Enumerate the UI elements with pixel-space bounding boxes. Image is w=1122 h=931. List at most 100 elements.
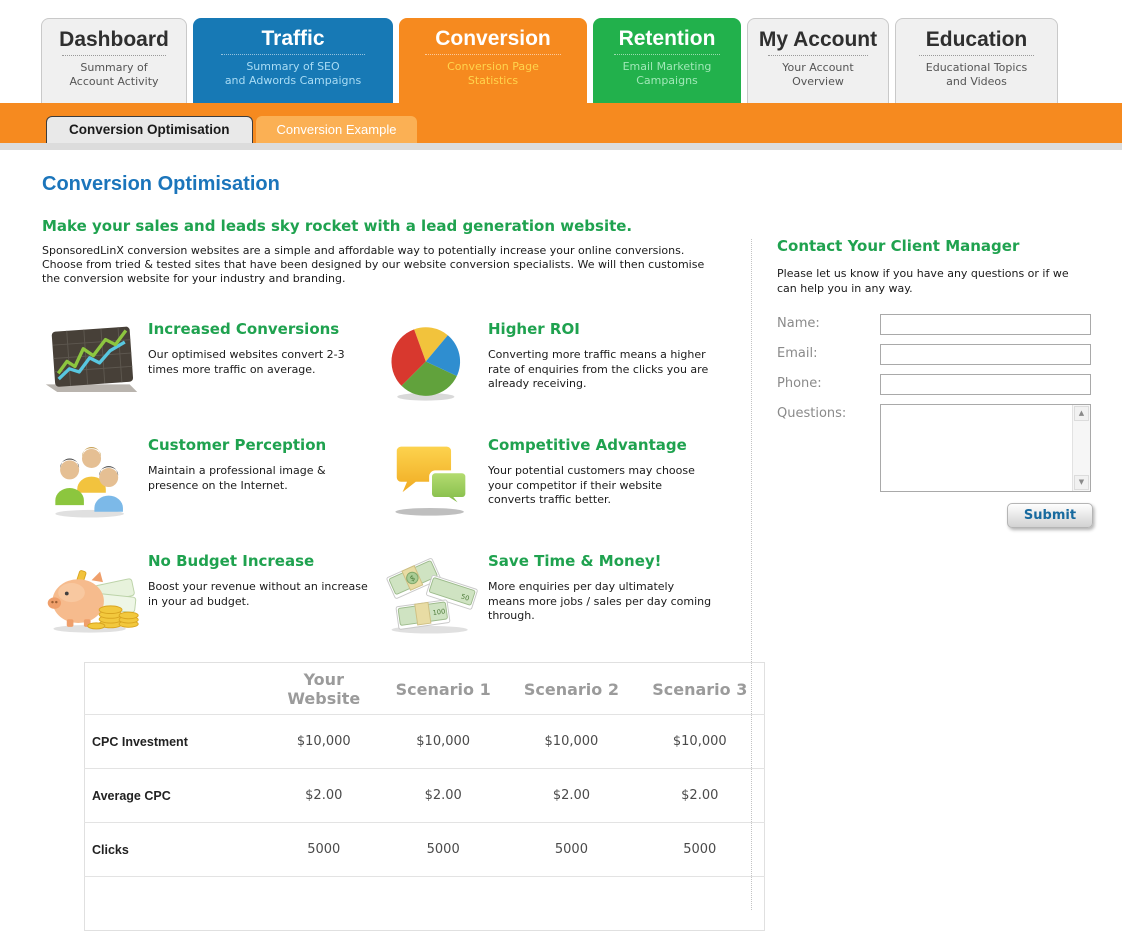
questions-field[interactable] [881,404,1072,491]
phone-label: Phone: [777,375,822,391]
table-cell: $2.00 [681,788,719,804]
questions-field-wrapper: ▲ ▼ [880,403,1091,492]
money-stacks-icon: $ 50 100 [386,558,478,634]
form-row-name: Name: [777,313,1093,335]
email-field[interactable] [880,343,1091,365]
row-label: CPC Investment [92,734,188,749]
email-label: Email: [777,345,818,361]
table-cell: $10,000 [296,734,351,750]
line-chart-icon [45,326,138,393]
page-title: Conversion Optimisation [42,173,280,195]
feature-increased-conversions: Increased Conversions Our optimised webs… [42,318,382,408]
tab-dashboard-subtitle: Summary of Account Activity [69,61,159,89]
intro-heading: Make your sales and leads sky rocket wit… [42,217,633,235]
form-row-phone: Phone: [777,373,1093,395]
subtab-conversion-example[interactable]: Conversion Example [256,116,417,143]
table-cell: 5000 [683,842,717,858]
table-cell [507,877,635,931]
piggy-bank-icon [47,570,139,633]
column-divider [751,239,752,910]
tab-conversion-label: Conversion [435,27,551,50]
tab-separator [425,54,561,56]
tab-my-account-subtitle: Your Account Overview [782,61,854,89]
feature-text: Converting more traffic means a higher r… [488,348,709,391]
conversion-subnav-bar: Conversion Optimisation Conversion Examp… [0,103,1122,143]
tab-separator [918,55,1035,57]
table-cell: 5000 [426,842,460,858]
tab-education-label: Education [925,28,1028,51]
table-row-cpc-investment: CPC Investment $10,000 $10,000 $10,000 $… [84,714,765,769]
tab-retention-subtitle: Email Marketing Campaigns [622,60,712,88]
tab-conversion-active[interactable]: Conversion Conversion Page Statistics [399,18,587,103]
tab-traffic-subtitle: Summary of SEO and Adwords Campaigns [224,60,362,88]
contact-panel: Contact Your Client Manager Please let u… [777,237,1093,528]
tab-retention-label: Retention [618,27,716,50]
tab-my-account[interactable]: My Account Your Account Overview [747,18,889,103]
feature-save-time-money: $ 50 100 Save Time & Money! [382,550,712,640]
table-cell: $10,000 [416,734,471,750]
main-navigation: Dashboard Summary of Account Activity Tr… [41,18,1122,103]
feature-text: Our optimised websites convert 2-3 times… [148,348,345,376]
tab-traffic-label: Traffic [261,27,325,50]
speech-bubbles-icon [393,443,469,516]
feature-higher-roi: Higher ROI Converting more traffic means… [382,318,712,408]
table-header-your-website: Your Website [287,670,361,709]
intro-body: SponsoredLinX conversion websites are a … [42,244,705,286]
contact-body: Please let us know if you have any quest… [777,267,1069,296]
table-cell: 5000 [307,842,341,858]
name-field[interactable] [880,313,1091,335]
tab-education-subtitle: Educational Topics and Videos [925,61,1028,89]
feature-title: Save Time & Money! [488,552,662,571]
tab-separator [221,54,365,56]
scroll-down-icon[interactable]: ▼ [1074,474,1089,490]
feature-grid: Increased Conversions Our optimised webs… [42,318,742,640]
tab-education[interactable]: Education Educational Topics and Videos [895,18,1058,103]
left-column: Make your sales and leads sky rocket wit… [42,217,765,931]
table-cell [379,877,507,931]
table-header-row: Your Website Scenario 1 Scenario 2 Scena… [85,663,765,715]
feature-title: Competitive Advantage [488,436,687,455]
table-cell: 5000 [554,842,588,858]
table-cell [269,877,380,931]
feature-text: Boost your revenue without an increase i… [148,580,368,608]
feature-competitive-advantage: Competitive Advantage Your potential cus… [382,434,712,524]
table-cell [636,877,765,931]
table-cell: $2.00 [305,788,343,804]
tab-dashboard[interactable]: Dashboard Summary of Account Activity [41,18,187,103]
contact-title: Contact Your Client Manager [777,237,1020,255]
table-header-scenario-2: Scenario 2 [523,679,619,699]
tab-separator [613,54,721,56]
tab-dashboard-label: Dashboard [59,28,169,51]
table-header-empty [85,663,269,715]
content-top-divider [0,143,1122,150]
table-cell: $2.00 [424,788,462,804]
tab-separator [62,55,166,57]
tab-separator [767,55,869,57]
submit-button[interactable]: Submit [1007,502,1093,528]
tab-retention[interactable]: Retention Email Marketing Campaigns [593,18,741,103]
name-label: Name: [777,315,820,331]
table-header-scenario-3: Scenario 3 [652,679,748,699]
phone-field[interactable] [880,373,1091,395]
pie-chart-icon [391,327,461,401]
form-row-questions: Questions: ▲ ▼ [777,403,1093,492]
feature-text: Maintain a professional image & presence… [148,464,326,492]
form-row-email: Email: [777,343,1093,365]
feature-title: Customer Perception [148,436,327,455]
svg-text:$: $ [408,573,416,583]
people-group-icon [55,447,124,518]
row-label: Average CPC [92,788,171,803]
table-header-scenario-1: Scenario 1 [395,679,491,699]
questions-label: Questions: [777,405,847,421]
textarea-scrollbar[interactable]: ▲ ▼ [1072,404,1090,491]
table-row-average-cpc: Average CPC $2.00 $2.00 $2.00 $2.00 [84,768,765,823]
table-cell: $10,000 [672,734,727,750]
table-cell: $2.00 [552,788,591,804]
feature-title: Increased Conversions [148,320,340,339]
tab-my-account-label: My Account [758,28,878,51]
subtab-conversion-optimisation[interactable]: Conversion Optimisation [46,116,253,143]
scroll-up-icon[interactable]: ▲ [1074,405,1089,421]
feature-title: No Budget Increase [148,552,315,571]
tab-traffic[interactable]: Traffic Summary of SEO and Adwords Campa… [193,18,393,103]
svg-text:50: 50 [460,593,471,603]
